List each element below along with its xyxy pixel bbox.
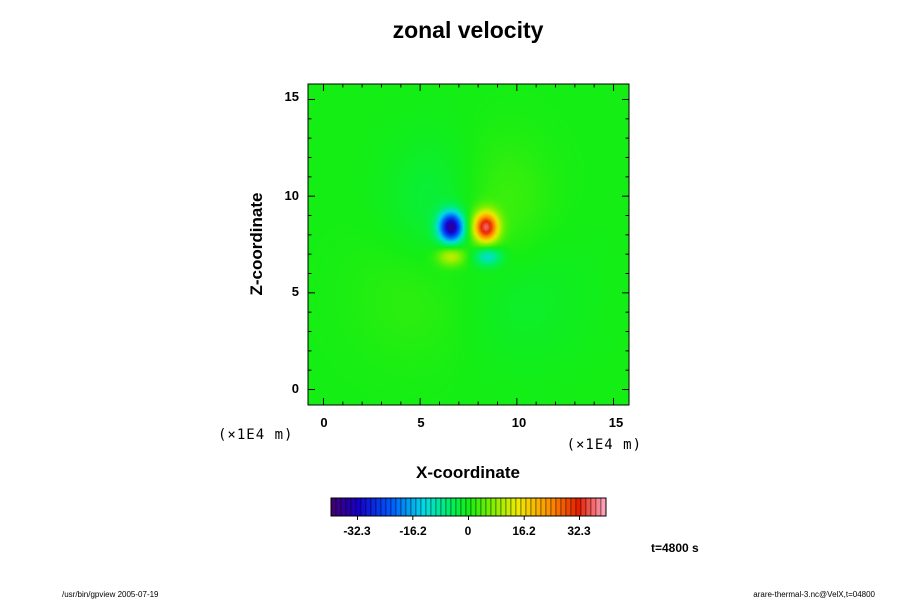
colorbar-segment bbox=[515, 497, 522, 517]
y-tick-label-2: 10 bbox=[285, 188, 299, 203]
colorbar-segment bbox=[430, 497, 437, 517]
x-axis-unit: (×1E4 m) bbox=[567, 437, 642, 453]
colorbar-ticks bbox=[356, 516, 581, 520]
colorbar-segment bbox=[330, 497, 337, 517]
colorbar-segment bbox=[345, 497, 352, 517]
x-tick-label-1: 5 bbox=[417, 415, 424, 430]
colorbar-segment bbox=[525, 497, 532, 517]
x-axis: 0 5 10 15 (×1E4 m) X-coordinate bbox=[320, 415, 642, 482]
colorbar-tick-label-4: 32.3 bbox=[567, 524, 591, 538]
footer-left: /usr/bin/gpview 2005-07-19 bbox=[62, 590, 159, 599]
colorbar-segment bbox=[440, 497, 447, 517]
colorbar-segment bbox=[595, 497, 602, 517]
colorbar-segment bbox=[570, 497, 577, 517]
heatmap-field bbox=[308, 84, 629, 405]
colorbar-segment bbox=[410, 497, 417, 517]
colorbar-segment bbox=[380, 497, 387, 517]
colorbar-segment bbox=[370, 497, 377, 517]
colorbar-segment bbox=[545, 497, 552, 517]
x-tick-label-0: 0 bbox=[320, 415, 327, 430]
chart-title: zonal velocity bbox=[393, 17, 544, 43]
colorbar-segment bbox=[465, 497, 472, 517]
colorbar-segment bbox=[425, 497, 432, 517]
y-tick-label-1: 5 bbox=[292, 284, 299, 299]
colorbar-segment bbox=[530, 497, 537, 517]
colorbar-segment bbox=[495, 497, 502, 517]
colorbar-segment bbox=[455, 497, 462, 517]
colorbar-segment bbox=[375, 497, 382, 517]
colorbar-segment bbox=[480, 497, 487, 517]
colorbar-segment bbox=[500, 497, 507, 517]
time-label: t=4800 s bbox=[651, 541, 699, 555]
colorbar-segment bbox=[485, 497, 492, 517]
plot-area bbox=[307, 83, 630, 406]
colorbar-segment bbox=[540, 497, 547, 517]
colorbar-segment bbox=[335, 497, 342, 517]
colorbar-tick-label-3: 16.2 bbox=[512, 524, 536, 538]
colorbar-segment bbox=[435, 497, 442, 517]
colorbar-tick-label-2: 0 bbox=[465, 524, 472, 538]
colorbar-segment bbox=[415, 497, 422, 517]
colorbar-segment bbox=[550, 497, 557, 517]
footer-right: arare-thermal-3.nc@VelX,t=04800 bbox=[753, 590, 875, 599]
colorbar-segment bbox=[360, 497, 367, 517]
y-tick-label-3: 15 bbox=[285, 89, 299, 104]
colorbar-tick-label-1: -16.2 bbox=[399, 524, 427, 538]
axis-ticks bbox=[308, 84, 629, 405]
colorbar-segment bbox=[355, 497, 362, 517]
colorbar-segment bbox=[400, 497, 407, 517]
colorbar-segment bbox=[585, 497, 592, 517]
colorbar-segment bbox=[600, 497, 607, 517]
colorbar-segment bbox=[445, 497, 452, 517]
colorbar-segment bbox=[510, 497, 517, 517]
colorbar-tick-label-0: -32.3 bbox=[343, 524, 371, 538]
y-axis: 0 5 10 15 (×1E4 m) Z-coordinate bbox=[218, 89, 299, 443]
colorbar-segments bbox=[330, 497, 607, 517]
x-axis-label: X-coordinate bbox=[416, 463, 520, 482]
colorbar-segment bbox=[475, 497, 482, 517]
colorbar-segment bbox=[385, 497, 392, 517]
x-tick-label-3: 15 bbox=[609, 415, 623, 430]
colorbar-segment bbox=[575, 497, 582, 517]
y-axis-unit: (×1E4 m) bbox=[218, 427, 293, 443]
colorbar-segment bbox=[395, 497, 402, 517]
y-tick-label-0: 0 bbox=[292, 381, 299, 396]
colorbar-segment bbox=[420, 497, 427, 517]
colorbar-segment bbox=[565, 497, 572, 517]
colorbar-segment bbox=[555, 497, 562, 517]
colorbar-segment bbox=[580, 497, 587, 517]
y-axis-label: Z-coordinate bbox=[247, 193, 266, 296]
colorbar-segment bbox=[450, 497, 457, 517]
colorbar: -32.3 -16.2 0 16.2 32.3 bbox=[330, 497, 607, 538]
colorbar-segment bbox=[505, 497, 512, 517]
colorbar-segment bbox=[340, 497, 347, 517]
colorbar-segment bbox=[490, 497, 497, 517]
plot-frame bbox=[307, 83, 630, 406]
colorbar-segment bbox=[405, 497, 412, 517]
colorbar-segment bbox=[365, 497, 372, 517]
colorbar-segment bbox=[535, 497, 542, 517]
colorbar-segment bbox=[520, 497, 527, 517]
colorbar-segment bbox=[390, 497, 397, 517]
colorbar-segment bbox=[470, 497, 477, 517]
x-tick-label-2: 10 bbox=[512, 415, 526, 430]
colorbar-segment bbox=[460, 497, 467, 517]
colorbar-segment bbox=[590, 497, 597, 517]
colorbar-segment bbox=[350, 497, 357, 517]
colorbar-segment bbox=[560, 497, 567, 517]
